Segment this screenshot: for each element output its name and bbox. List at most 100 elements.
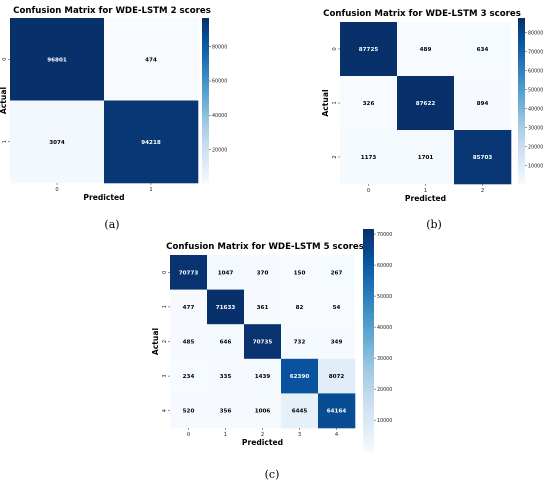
colorbar-segment: [518, 45, 525, 49]
colorbar-segment: [363, 251, 374, 256]
confusion-matrix-panel-2: Confusion Matrix for WDE-LSTM 5 scores 70…: [151, 229, 392, 481]
colorbar-tick-label: 40000: [528, 106, 543, 112]
heatmap-cell-r0-c4: [318, 255, 356, 290]
colorbar-segment: [363, 388, 374, 393]
colorbar-segment: [202, 106, 209, 110]
colorbar-tick-label: 20000: [377, 387, 392, 393]
cell-value-r1-c1: 71633: [216, 305, 236, 311]
cell-value-r4-c1: 356: [220, 409, 232, 415]
colorbar-segment: [518, 170, 525, 174]
colorbar-tick-label: 50000: [528, 87, 543, 93]
heatmap-cell-r4-c0: [170, 393, 208, 429]
colorbar-segment: [363, 384, 374, 389]
colorbar-segment: [518, 95, 525, 99]
colorbar-segment: [202, 147, 209, 151]
heatmap-cell-r1-c0: [170, 289, 208, 325]
cell-value-r1-c2: 361: [257, 305, 269, 311]
x-axis-label: Predicted: [405, 194, 446, 203]
colorbar-segment: [363, 328, 374, 333]
colorbar-segment: [363, 325, 374, 330]
colorbar-segment: [363, 428, 374, 433]
colorbar-segment: [202, 103, 209, 107]
colorbar-segment: [202, 92, 209, 96]
colorbar-segment: [363, 343, 374, 348]
colorbar-segment: [518, 81, 525, 85]
colorbar-segment: [363, 347, 374, 352]
heatmap-cell-r2-c1: [397, 130, 455, 185]
cell-value-r4-c2: 1006: [255, 409, 271, 415]
colorbar-segment: [518, 34, 525, 38]
y-tick-label: 1: [332, 101, 338, 104]
colorbar-segment: [518, 103, 525, 107]
heatmap-cell-r2-c4: [318, 324, 356, 360]
colorbar-segment: [202, 108, 209, 112]
colorbar-segment: [518, 164, 525, 168]
x-tick-label: 1: [224, 432, 227, 438]
colorbar-segment: [363, 443, 374, 448]
colorbar-segment: [518, 153, 525, 157]
colorbar-segment: [363, 303, 374, 307]
x-tick-label: 4: [335, 432, 339, 438]
colorbar-segment: [202, 34, 209, 38]
colorbar-segment: [363, 399, 374, 404]
x-tick-label: 2: [261, 432, 264, 438]
cell-value-r1-c4: 54: [333, 305, 341, 311]
colorbar-segment: [202, 23, 209, 27]
colorbar-segment: [518, 98, 525, 102]
colorbar-segment: [363, 236, 374, 241]
colorbar-segment: [518, 120, 525, 124]
heatmap-cell-r4-c3: [281, 393, 319, 429]
colorbar-segment: [518, 92, 525, 96]
colorbar-segment: [202, 122, 209, 126]
cell-value-r1-c1: 87622: [416, 101, 436, 107]
heatmap-cell-r4-c4: [318, 393, 356, 429]
colorbar-tick-label: 70000: [528, 49, 543, 55]
colorbar-segment: [202, 70, 209, 74]
colorbar-tick-label: 30000: [377, 356, 392, 362]
heatmap-cell-r1-c1: [397, 76, 455, 131]
colorbar-segment: [363, 284, 374, 289]
heatmap-cell-r1-c0: [10, 100, 105, 184]
colorbar-segment: [518, 78, 525, 82]
colorbar-segment: [202, 81, 209, 85]
heatmap-cell-r2-c1: [207, 324, 245, 360]
cell-value-r0-c2: 634: [477, 47, 489, 53]
colorbar-segment: [363, 417, 374, 422]
colorbar-segment: [363, 288, 374, 293]
colorbar-segment: [202, 136, 209, 140]
y-axis-label: Actual: [0, 87, 8, 114]
heatmap-cell-r4-c2: [244, 393, 282, 429]
cell-value-r1-c3: 82: [296, 305, 304, 311]
colorbar-segment: [518, 172, 525, 176]
colorbar-segment: [202, 130, 209, 134]
colorbar-segment: [202, 163, 209, 167]
colorbar-segment: [363, 365, 374, 370]
cell-value-r1-c0: 326: [363, 101, 375, 107]
colorbar-segment: [363, 295, 374, 300]
colorbar-segment: [518, 114, 525, 118]
colorbar-segment: [363, 332, 374, 337]
colorbar-segment: [202, 97, 209, 101]
heatmap-cell-r1-c2: [244, 289, 282, 325]
cell-value-r0-c2: 370: [257, 270, 269, 276]
colorbar-segment: [202, 139, 209, 143]
heatmap-cell-r3-c4: [318, 358, 356, 394]
colorbar-segment: [518, 117, 525, 121]
colorbar-segment: [202, 84, 209, 88]
colorbar-segment: [202, 42, 209, 46]
x-tick-label: 0: [187, 432, 190, 438]
heatmap-cell-r3-c0: [170, 358, 208, 394]
cell-value-r4-c4: 64164: [327, 409, 347, 415]
colorbar-segment: [363, 432, 374, 437]
cell-value-r0-c1: 474: [145, 57, 157, 63]
heatmap-cell-r2-c3: [281, 324, 319, 360]
colorbar-segment: [518, 18, 525, 22]
y-tick-label: 0: [162, 271, 168, 274]
heatmap-cell-r1-c1: [207, 289, 245, 325]
colorbar-tick-label: 60000: [212, 79, 227, 85]
colorbar-segment: [518, 125, 525, 129]
cell-value-r1-c1: 94218: [141, 140, 161, 146]
heatmap-cell-r3-c1: [207, 358, 245, 394]
heatmap-cell-r3-c3: [281, 358, 319, 394]
